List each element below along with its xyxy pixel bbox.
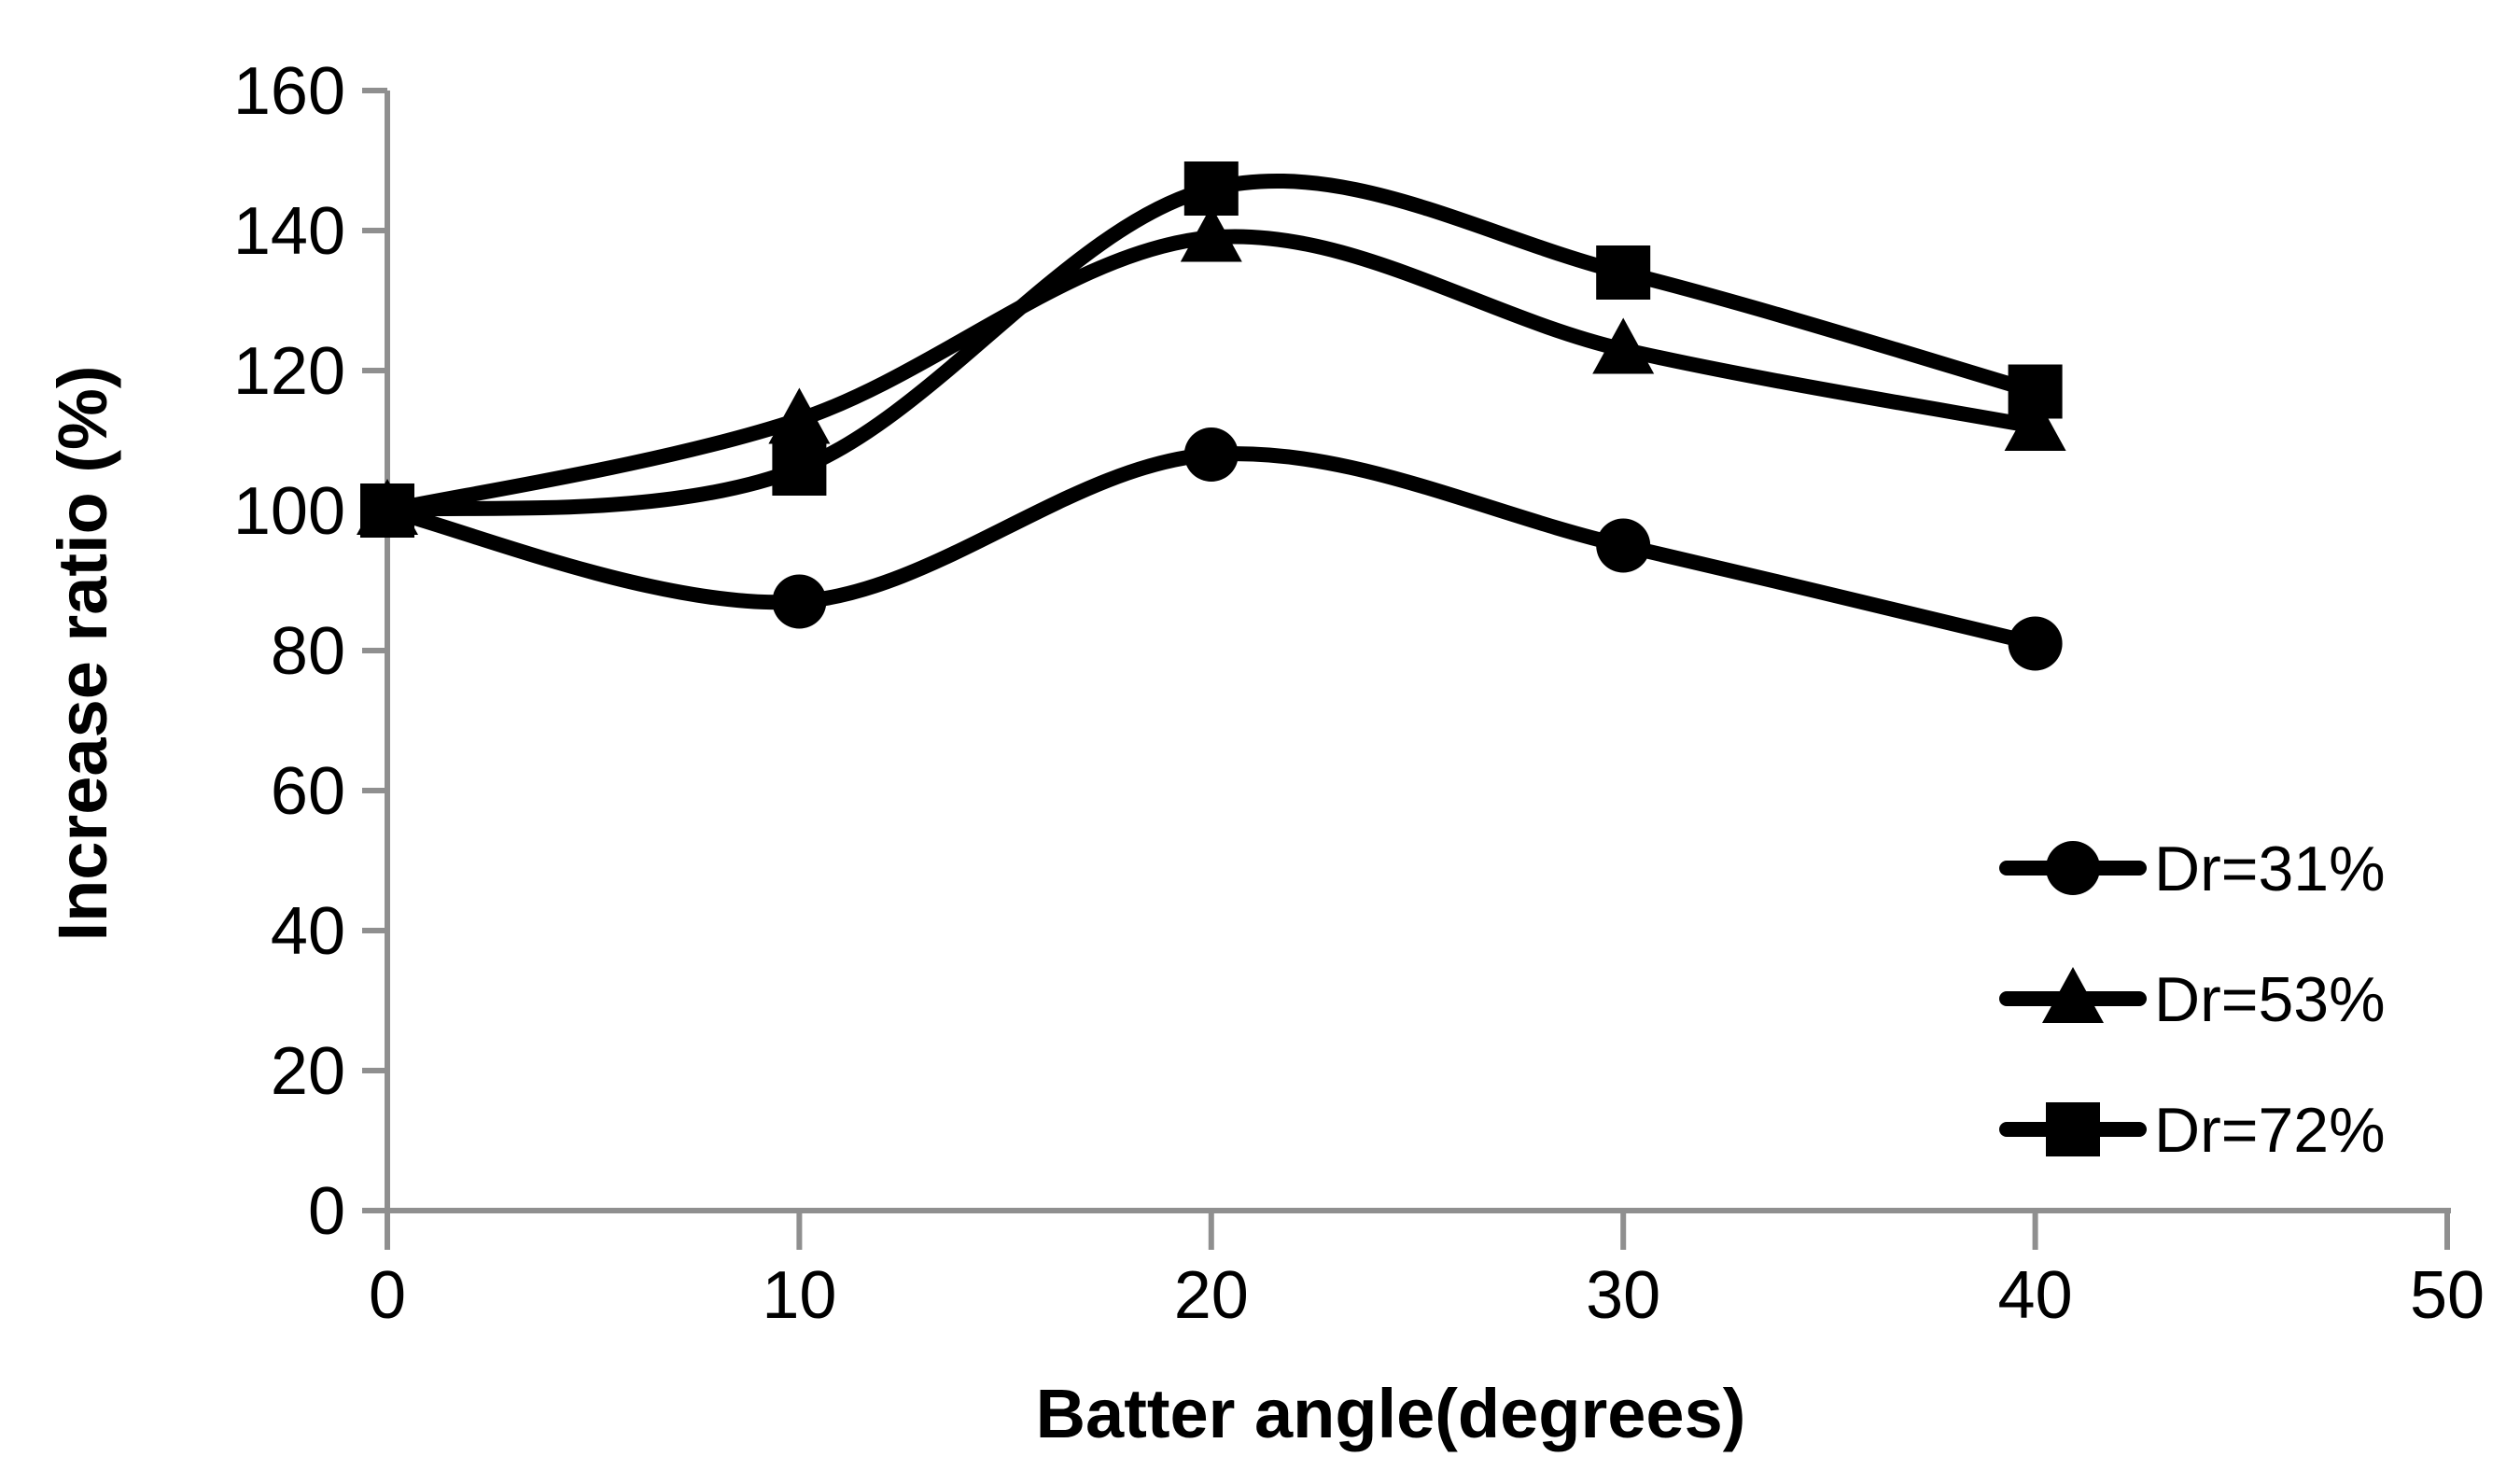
y-tick-label: 100 xyxy=(233,474,345,549)
x-tick-label: 20 xyxy=(1174,1258,1249,1333)
legend-label: Dr=72% xyxy=(2154,1095,2386,1166)
legend-label: Dr=31% xyxy=(2154,834,2386,904)
y-tick-label: 120 xyxy=(233,334,345,409)
y-tick-label: 0 xyxy=(308,1174,345,1249)
square-marker xyxy=(2008,364,2063,419)
x-axis-title: Batter angle(degrees) xyxy=(1036,1375,1746,1452)
x-tick-label: 10 xyxy=(762,1258,836,1333)
tick-labels: 0 20 40 60 80 100 120 140 160 0 10 20 30 40 50 xyxy=(233,54,2485,1333)
series-lines xyxy=(357,161,2066,671)
legend: Dr=31% Dr=53% Dr=72% xyxy=(1999,834,2386,1166)
square-marker xyxy=(1183,161,1239,216)
x-tick-label: 0 xyxy=(369,1258,406,1333)
legend-item-dr-72-: Dr=72% xyxy=(1999,1095,2386,1166)
y-tick-label: 60 xyxy=(271,754,345,829)
circle-marker xyxy=(2046,841,2100,895)
axes xyxy=(362,88,2451,1250)
circle-marker xyxy=(1183,427,1239,482)
series-dr-72- xyxy=(360,161,2063,538)
triangle-marker xyxy=(2004,395,2066,451)
series-curve xyxy=(380,446,2043,651)
y-tick-label: 40 xyxy=(271,894,345,969)
y-tick-label: 80 xyxy=(271,614,345,689)
square-marker xyxy=(1596,245,1651,300)
circle-marker xyxy=(2008,616,2063,671)
y-tick-label: 140 xyxy=(233,194,345,269)
triangle-marker xyxy=(768,387,831,444)
legend-label: Dr=53% xyxy=(2154,964,2386,1035)
x-tick-label: 30 xyxy=(1586,1258,1660,1333)
triangle-marker xyxy=(1180,205,1242,262)
circle-marker xyxy=(772,574,827,629)
triangle-marker xyxy=(1592,317,1655,374)
square-marker xyxy=(2046,1102,2100,1156)
y-tick-label: 160 xyxy=(233,54,345,129)
square-marker xyxy=(772,441,827,496)
legend-item-dr-31-: Dr=31% xyxy=(1999,834,2386,904)
x-tick-label: 50 xyxy=(2410,1258,2485,1333)
x-tick-label: 40 xyxy=(1998,1258,2073,1333)
triangle-marker xyxy=(2042,967,2104,1023)
legend-item-dr-53-: Dr=53% xyxy=(1999,964,2386,1035)
y-tick-label: 20 xyxy=(271,1034,345,1109)
circle-marker xyxy=(1596,518,1651,573)
square-marker xyxy=(360,483,414,538)
series-dr-53- xyxy=(357,205,2066,535)
y-axis-title: Increase ratio (%) xyxy=(44,366,121,942)
